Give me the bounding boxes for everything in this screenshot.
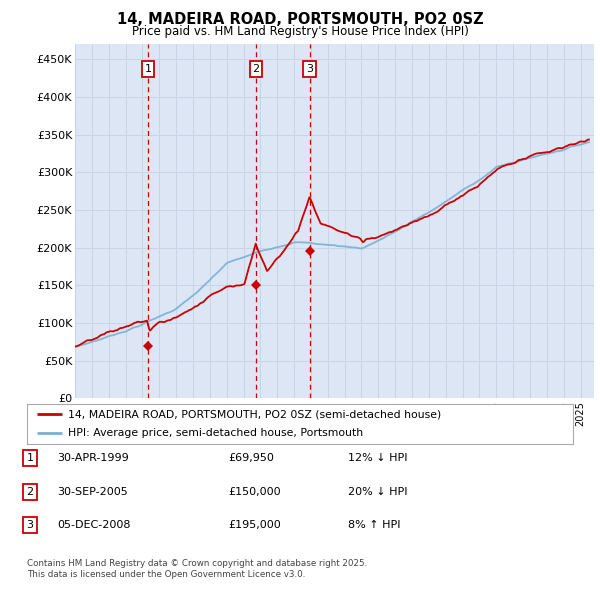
Text: 1: 1 [26, 453, 34, 463]
Text: 1: 1 [145, 64, 151, 74]
Text: 14, MADEIRA ROAD, PORTSMOUTH, PO2 0SZ (semi-detached house): 14, MADEIRA ROAD, PORTSMOUTH, PO2 0SZ (s… [68, 409, 441, 419]
Text: 2: 2 [253, 64, 260, 74]
Text: £195,000: £195,000 [228, 520, 281, 530]
Text: £150,000: £150,000 [228, 487, 281, 497]
Text: 30-APR-1999: 30-APR-1999 [57, 453, 129, 463]
Text: 30-SEP-2005: 30-SEP-2005 [57, 487, 128, 497]
Text: Price paid vs. HM Land Registry's House Price Index (HPI): Price paid vs. HM Land Registry's House … [131, 25, 469, 38]
Text: 3: 3 [306, 64, 313, 74]
Text: 2: 2 [26, 487, 34, 497]
Text: HPI: Average price, semi-detached house, Portsmouth: HPI: Average price, semi-detached house,… [68, 428, 363, 438]
Text: 3: 3 [26, 520, 34, 530]
Text: 8% ↑ HPI: 8% ↑ HPI [348, 520, 401, 530]
Text: £69,950: £69,950 [228, 453, 274, 463]
Text: 14, MADEIRA ROAD, PORTSMOUTH, PO2 0SZ: 14, MADEIRA ROAD, PORTSMOUTH, PO2 0SZ [116, 12, 484, 27]
Text: 20% ↓ HPI: 20% ↓ HPI [348, 487, 407, 497]
Text: This data is licensed under the Open Government Licence v3.0.: This data is licensed under the Open Gov… [27, 571, 305, 579]
Text: 12% ↓ HPI: 12% ↓ HPI [348, 453, 407, 463]
Text: 05-DEC-2008: 05-DEC-2008 [57, 520, 131, 530]
Text: Contains HM Land Registry data © Crown copyright and database right 2025.: Contains HM Land Registry data © Crown c… [27, 559, 367, 568]
